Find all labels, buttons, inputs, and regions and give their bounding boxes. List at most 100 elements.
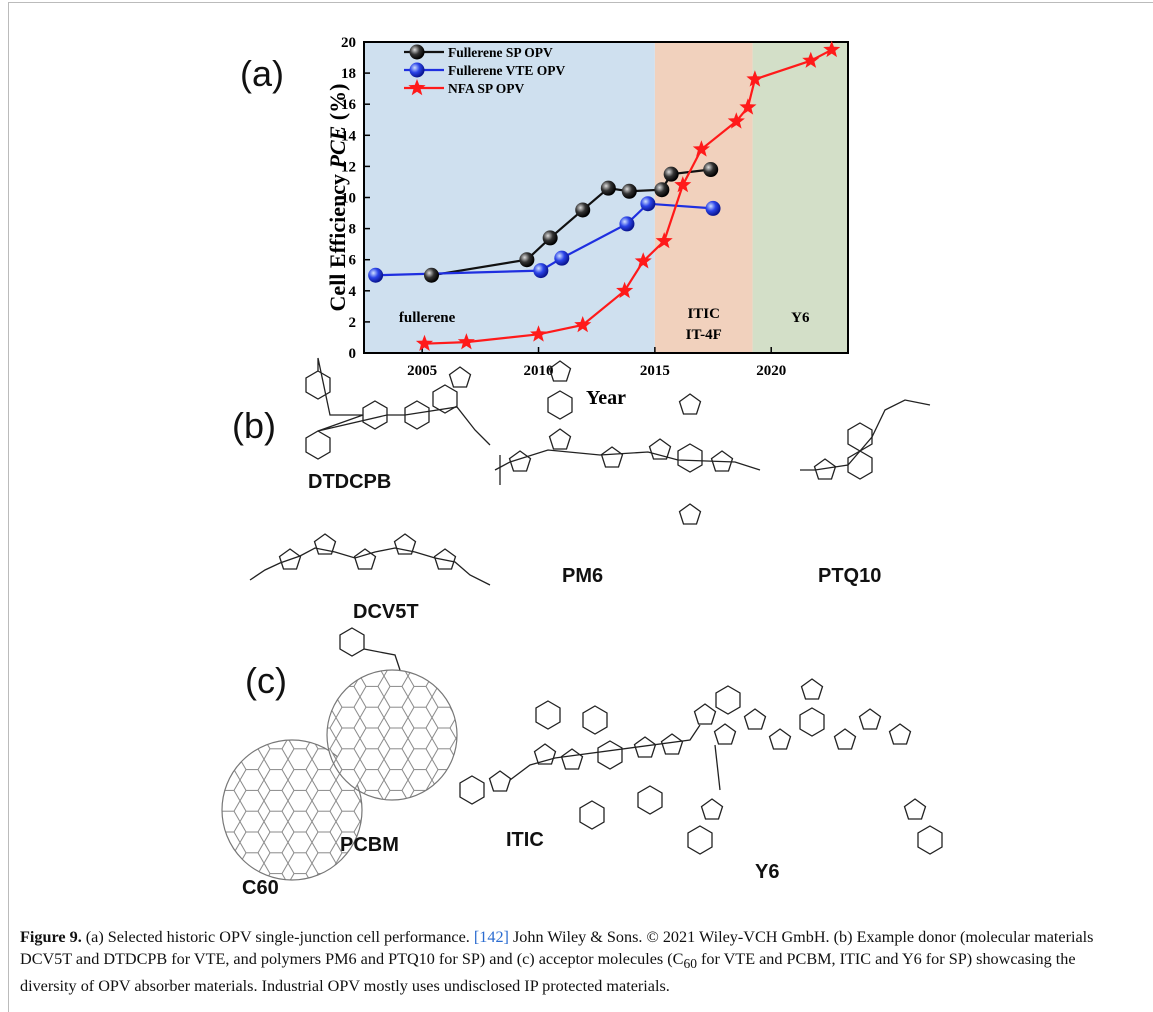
molecule-name: DCV5T xyxy=(353,601,419,623)
star-marker xyxy=(674,176,692,193)
region xyxy=(752,42,848,353)
y-tick-label: 10 xyxy=(341,191,356,207)
star-marker xyxy=(616,281,634,299)
region-label: Y6 xyxy=(791,310,810,326)
ring xyxy=(488,770,512,792)
structure-pm6 xyxy=(494,360,761,525)
series-line xyxy=(375,202,714,277)
ring xyxy=(362,400,388,430)
ring xyxy=(700,798,724,820)
ring xyxy=(339,627,365,657)
structure-pcbm xyxy=(326,627,458,801)
structure-ptq10 xyxy=(800,399,931,480)
caption-text: for VTE and PCBM, ITIC and Y6 for SP) sh… xyxy=(20,950,1076,996)
sphere-marker xyxy=(519,252,535,268)
ring xyxy=(677,443,703,473)
ring xyxy=(847,422,873,452)
structure-dtdcpb xyxy=(305,357,491,460)
legend-label: Fullerene VTE OPV xyxy=(448,63,565,78)
sphere-marker xyxy=(554,250,570,266)
ring xyxy=(548,428,572,450)
figure-caption: Figure 9. (a) Selected historic OPV sing… xyxy=(20,926,1132,997)
star-marker xyxy=(746,70,764,87)
structure-dcv5t xyxy=(249,533,491,586)
star-marker xyxy=(457,333,475,350)
y-tick-label: 6 xyxy=(349,253,357,269)
ring xyxy=(597,740,623,770)
bond xyxy=(714,744,721,791)
ring xyxy=(459,775,485,805)
bond xyxy=(509,724,701,781)
y-tick-label: 8 xyxy=(349,222,357,238)
structure-itic xyxy=(459,685,741,830)
sphere-marker xyxy=(703,162,719,178)
ring xyxy=(678,393,702,415)
sphere-marker xyxy=(705,200,721,216)
star-marker xyxy=(739,98,757,115)
panel-label: (c) xyxy=(245,660,287,701)
molecule-name: ITIC xyxy=(506,829,544,851)
sphere-marker xyxy=(423,267,439,283)
bond xyxy=(249,547,491,586)
region-label: IT-4F xyxy=(686,327,722,343)
ring xyxy=(847,450,873,480)
ring xyxy=(560,748,584,770)
sphere-marker xyxy=(654,182,670,198)
y-axis-label-part: PCE xyxy=(325,126,350,170)
ring xyxy=(768,728,792,750)
legend-marker xyxy=(408,79,426,96)
ring xyxy=(715,685,741,715)
ring xyxy=(713,723,737,745)
ring xyxy=(579,800,605,830)
bond xyxy=(317,357,491,446)
region-label: ITIC xyxy=(687,306,720,322)
x-tick-label: 2005 xyxy=(407,363,437,379)
ring xyxy=(799,707,825,737)
reference-link[interactable]: [142] xyxy=(473,928,509,946)
star-marker xyxy=(574,316,592,333)
y-tick-label: 4 xyxy=(349,284,357,300)
plot: fullerene ITIC IT-4F Y6 0 2 4 6 8 10 12 14 16 18 20 200… xyxy=(325,35,849,409)
star-marker xyxy=(802,51,820,68)
ring xyxy=(353,548,377,570)
caption-label: Figure 9. xyxy=(20,928,82,946)
cage xyxy=(221,739,363,881)
caption-text: John Wiley & Sons. © 2021 Wiley-VCH GmbH… xyxy=(20,928,1094,968)
cage xyxy=(326,669,458,801)
legend-marker xyxy=(409,62,425,78)
ring xyxy=(917,825,943,855)
sphere-marker xyxy=(619,216,635,232)
x-tick-label: 2015 xyxy=(640,363,670,379)
y-axis-label-part: (%) xyxy=(325,84,350,126)
y-axis-label-part: Cell Efficiency xyxy=(325,168,350,311)
ring xyxy=(800,678,824,700)
sphere-marker xyxy=(600,180,616,196)
ring xyxy=(648,438,672,460)
y-axis-label: Cell Efficiency PCE (%) xyxy=(325,84,350,312)
star-marker xyxy=(415,334,434,351)
legend-label: Fullerene SP OPV xyxy=(448,45,553,60)
y-tick-label: 20 xyxy=(341,35,356,51)
legend-label: NFA SP OPV xyxy=(448,81,525,96)
ring xyxy=(535,700,561,730)
ring xyxy=(600,446,624,468)
panel-label: (b) xyxy=(232,405,276,446)
region-label: fullerene xyxy=(399,310,456,326)
molecule-name: PTQ10 xyxy=(818,565,881,587)
star-marker xyxy=(727,112,745,129)
ring xyxy=(448,366,472,388)
ring xyxy=(743,708,767,730)
star-marker xyxy=(655,232,673,249)
molecule-name: PCBM xyxy=(340,834,399,856)
ring xyxy=(888,723,912,745)
sphere-marker xyxy=(368,267,384,283)
y-tick-label: 12 xyxy=(341,159,356,175)
y-tick-label: 0 xyxy=(349,346,357,362)
caption-text: (a) Selected historic OPV single-junctio… xyxy=(81,928,474,946)
structure-y6 xyxy=(687,678,943,855)
molecule-name: DTDCPB xyxy=(308,471,391,493)
caption-subscript: 60 xyxy=(683,956,697,972)
sphere-marker xyxy=(575,202,591,218)
series-line xyxy=(424,48,833,345)
